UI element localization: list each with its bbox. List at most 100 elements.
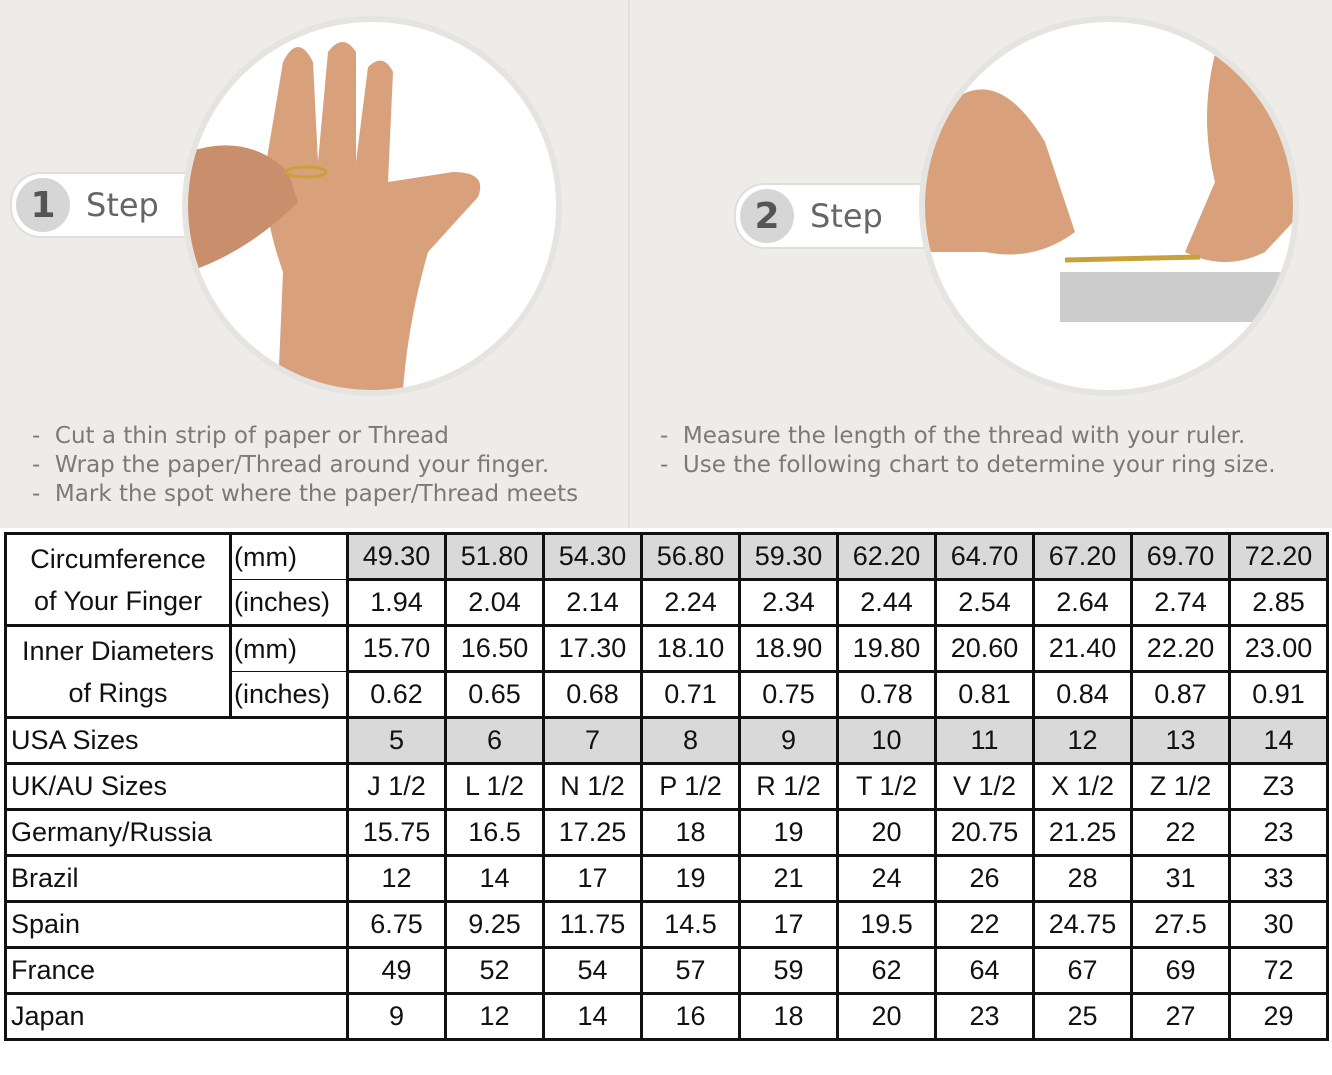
step-number: 2 bbox=[740, 189, 794, 243]
table-cell: 21.25 bbox=[1032, 808, 1133, 857]
table-row: Circumference of Your Finger (mm) 49.30 51.8… bbox=[4, 532, 1329, 627]
table-cell: 0.87 bbox=[1130, 670, 1231, 719]
table-cell: 0.62 bbox=[346, 670, 447, 719]
table-cell: 19.80 bbox=[836, 624, 937, 673]
table-cell: 27.5 bbox=[1130, 900, 1231, 949]
table-cell: 12 bbox=[346, 854, 447, 903]
table-cell: 0.91 bbox=[1228, 670, 1329, 719]
row-label: Inner Diameters of Rings bbox=[4, 624, 232, 719]
step-label: Step bbox=[810, 197, 883, 235]
table-cell: 62.20 bbox=[836, 532, 937, 581]
table-cell: 49 bbox=[346, 946, 447, 995]
table-row: France 49 52 54 57 59 62 64 67 69 72 bbox=[4, 946, 1329, 995]
table-cell: 28 bbox=[1032, 854, 1133, 903]
table-cell: 2.64 bbox=[1032, 578, 1133, 627]
step-1-instructions: Cut a thin strip of paper or Thread Wrap… bbox=[32, 422, 578, 509]
table-cell: 21 bbox=[738, 854, 839, 903]
table-cell: 23.00 bbox=[1228, 624, 1329, 673]
table-row: Germany/Russia 15.75 16.5 17.25 18 19 20 20.75 2… bbox=[4, 808, 1329, 857]
label-line: of Rings bbox=[68, 677, 168, 708]
instruction: Mark the spot where the paper/Thread mee… bbox=[32, 480, 578, 509]
table-cell: Z 1/2 bbox=[1130, 762, 1231, 811]
table-cell: 54 bbox=[542, 946, 643, 995]
table-cell: 18.90 bbox=[738, 624, 839, 673]
table-cell: 11.75 bbox=[542, 900, 643, 949]
table-cell: 26 bbox=[934, 854, 1035, 903]
table-cell: 51.80 bbox=[444, 532, 545, 581]
table-cell: L 1/2 bbox=[444, 762, 545, 811]
row-label: Germany/Russia bbox=[4, 808, 349, 857]
table-cell: 9 bbox=[346, 992, 447, 1041]
row-label: USA Sizes bbox=[4, 716, 349, 765]
table-row: USA Sizes 5 6 7 8 9 10 11 12 13 14 bbox=[4, 716, 1329, 765]
table-cell: 24.75 bbox=[1032, 900, 1133, 949]
table-cell: 64.70 bbox=[934, 532, 1035, 581]
table-cell: 19 bbox=[738, 808, 839, 857]
table-cell: 23 bbox=[1228, 808, 1329, 857]
table-cell: 2.54 bbox=[934, 578, 1035, 627]
table-cell: 67.20 bbox=[1032, 532, 1133, 581]
instruction: Wrap the paper/Thread around your finger… bbox=[32, 451, 578, 480]
row-label: Circumference of Your Finger bbox=[4, 532, 232, 627]
table-cell: 17 bbox=[542, 854, 643, 903]
table-cell: 16.50 bbox=[444, 624, 545, 673]
table-cell: 0.78 bbox=[836, 670, 937, 719]
table-row: Inner Diameters of Rings (mm) 15.70 16.50 17.… bbox=[4, 624, 1329, 719]
table-cell: 19.5 bbox=[836, 900, 937, 949]
table-row: Brazil 12 14 17 19 21 24 26 28 31 33 bbox=[4, 854, 1329, 903]
table-cell: 67 bbox=[1032, 946, 1133, 995]
table-cell: 13 bbox=[1130, 716, 1231, 765]
table-cell: 11 bbox=[934, 716, 1035, 765]
table-cell: 14 bbox=[542, 992, 643, 1041]
table-cell: 29 bbox=[1228, 992, 1329, 1041]
unit-label: (inches) bbox=[229, 671, 349, 719]
table-cell: 0.84 bbox=[1032, 670, 1133, 719]
instruction: Cut a thin strip of paper or Thread bbox=[32, 422, 578, 451]
table-cell: J 1/2 bbox=[346, 762, 447, 811]
table-cell: 33 bbox=[1228, 854, 1329, 903]
table-row: UK/AU Sizes J 1/2 L 1/2 N 1/2 P 1/2 R 1/2 T 1/… bbox=[4, 762, 1329, 811]
table-cell: N 1/2 bbox=[542, 762, 643, 811]
table-row: (inches) 0.62 0.65 0.68 0.71 0.75 0.78 0.81 0.84… bbox=[6, 670, 1329, 719]
unit-label: (mm) bbox=[229, 532, 349, 580]
instruction: Measure the length of the thread with yo… bbox=[660, 422, 1276, 451]
table-cell: 9.25 bbox=[444, 900, 545, 949]
table-cell: 14 bbox=[444, 854, 545, 903]
thread-on-ruler-image bbox=[925, 22, 1293, 390]
step-number: 1 bbox=[16, 178, 70, 232]
table-cell: 27 bbox=[1130, 992, 1231, 1041]
table-cell: 10 bbox=[836, 716, 937, 765]
label-line: Inner Diameters bbox=[21, 635, 215, 666]
table-cell: 12 bbox=[1032, 716, 1133, 765]
table-cell: 57 bbox=[640, 946, 741, 995]
table-cell: 23 bbox=[934, 992, 1035, 1041]
table-cell: 20 bbox=[836, 808, 937, 857]
table-cell: 17.30 bbox=[542, 624, 643, 673]
label-line: of Your Finger bbox=[33, 585, 203, 616]
table-cell: 14.5 bbox=[640, 900, 741, 949]
table-cell: 14 bbox=[1228, 716, 1329, 765]
label-line: Circumference bbox=[30, 543, 206, 574]
row-label: Japan bbox=[4, 992, 349, 1041]
table-cell: 0.71 bbox=[640, 670, 741, 719]
table-cell: 16 bbox=[640, 992, 741, 1041]
row-label: France bbox=[4, 946, 349, 995]
table-cell: 6 bbox=[444, 716, 545, 765]
table-row: (inches) 1.94 2.04 2.14 2.24 2.34 2.44 2.54 2.64… bbox=[6, 578, 1329, 627]
table-cell: 62 bbox=[836, 946, 937, 995]
table-cell: 2.14 bbox=[542, 578, 643, 627]
table-cell: 56.80 bbox=[640, 532, 741, 581]
table-cell: 20.60 bbox=[934, 624, 1035, 673]
table-cell: 1.94 bbox=[346, 578, 447, 627]
table-cell: 7 bbox=[542, 716, 643, 765]
table-cell: 15.75 bbox=[346, 808, 447, 857]
hand-wrapping-thread-image bbox=[188, 22, 556, 390]
table-cell: 19 bbox=[640, 854, 741, 903]
row-label: UK/AU Sizes bbox=[4, 762, 349, 811]
table-cell: 2.74 bbox=[1130, 578, 1231, 627]
table-cell: 2.24 bbox=[640, 578, 741, 627]
table-cell: 30 bbox=[1228, 900, 1329, 949]
table-cell: 22 bbox=[934, 900, 1035, 949]
row-label: Brazil bbox=[4, 854, 349, 903]
table-cell: 2.34 bbox=[738, 578, 839, 627]
